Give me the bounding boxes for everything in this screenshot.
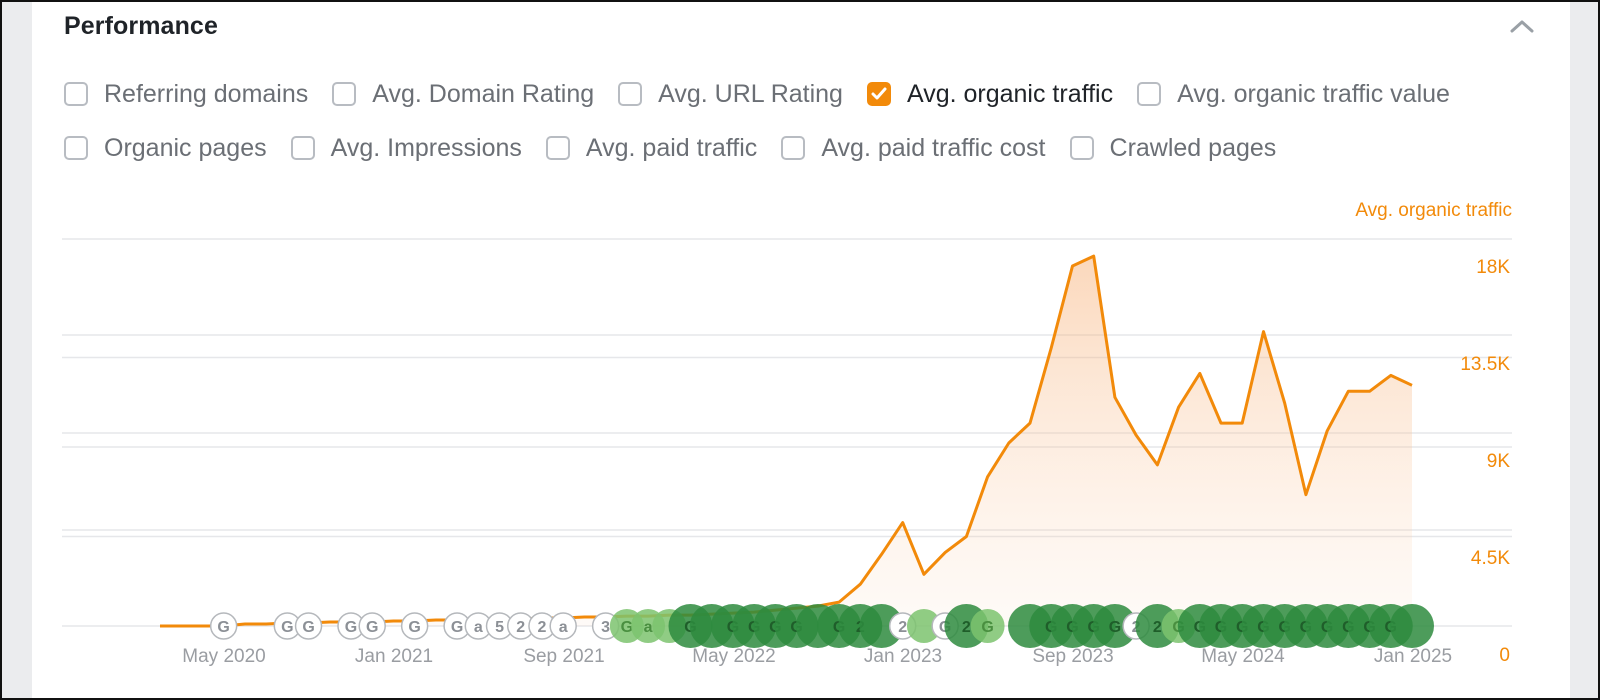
svg-text:G: G (302, 619, 314, 636)
svg-text:G: G (408, 619, 420, 636)
x-tick-label: May 2020 (182, 646, 266, 667)
collapse-button[interactable] (1508, 12, 1536, 40)
checkbox-avg-organic-traffic[interactable]: Avg. organic traffic (866, 79, 1114, 109)
checkbox-unchecked-icon[interactable] (781, 136, 806, 160)
checkbox-label: Crawled pages (1109, 133, 1277, 162)
event-marker[interactable]: G (970, 609, 1005, 643)
checkbox-unchecked-icon[interactable] (545, 136, 570, 160)
checkbox-label: Avg. paid traffic (585, 133, 758, 162)
x-tick-label: Jan 2021 (354, 646, 434, 667)
event-marker[interactable] (859, 604, 904, 648)
checkbox-label: Avg. organic traffic value (1177, 79, 1450, 108)
event-marker[interactable]: G (294, 612, 323, 640)
y-tick-label: 0 (1499, 645, 1510, 666)
traffic-chart[interactable]: GGGGGGGa522a3GaGGGGGG22G2GGGGG22GGGGGGGG… (32, 2, 1570, 698)
checkbox-avg-paid-traffic-cost[interactable]: Avg. paid traffic cost (781, 133, 1046, 163)
svg-text:G: G (621, 619, 633, 636)
svg-text:G: G (345, 619, 357, 636)
x-tick-label: Jan 2025 (1373, 646, 1453, 667)
checkbox-label: Avg. Domain Rating (372, 79, 595, 108)
checkbox-avg-impressions[interactable]: Avg. Impressions (290, 133, 522, 163)
svg-text:2: 2 (898, 619, 907, 636)
checkbox-unchecked-icon[interactable] (332, 82, 357, 106)
svg-text:2: 2 (538, 619, 547, 636)
checkbox-label: Referring domains (104, 79, 309, 108)
checkbox-organic-pages[interactable]: Organic pages (64, 134, 267, 163)
checkbox-label: Organic pages (104, 133, 267, 162)
svg-text:2: 2 (1153, 619, 1162, 636)
x-tick-label: May 2024 (1201, 646, 1285, 667)
checkbox-referring-domains[interactable]: Referring domains (64, 80, 308, 109)
svg-text:G: G (281, 619, 293, 636)
checkbox-unchecked-icon[interactable] (290, 136, 315, 160)
y-tick-label: 13.5K (1460, 354, 1510, 375)
svg-text:a: a (474, 619, 483, 636)
svg-text:a: a (559, 619, 568, 636)
event-marker[interactable]: a (549, 612, 577, 640)
x-tick-label: Jan 2023 (863, 646, 943, 667)
svg-text:2: 2 (516, 619, 525, 636)
checkbox-avg-domain-rating[interactable]: Avg. Domain Rating (332, 80, 594, 109)
svg-text:G: G (1109, 619, 1121, 636)
checkbox-unchecked-icon[interactable] (1069, 136, 1094, 160)
checkbox-label: Avg. Impressions (330, 133, 522, 162)
checkbox-unchecked-icon[interactable] (64, 82, 88, 106)
y-tick-label: 4.5K (1470, 548, 1510, 569)
metrics-row-1: Referring domains Avg. Domain Rating Avg. … (64, 74, 1450, 114)
event-marker[interactable]: G (337, 612, 365, 640)
checkbox-avg-paid-traffic[interactable]: Avg. paid traffic (545, 133, 758, 163)
event-marker[interactable] (1390, 604, 1434, 648)
svg-text:a: a (644, 619, 653, 636)
svg-text:G: G (366, 619, 378, 636)
event-marker[interactable]: G (273, 612, 302, 640)
checkbox-avg-url-rating[interactable]: Avg. URL Rating (618, 80, 843, 109)
svg-text:2: 2 (962, 619, 971, 636)
checkbox-label: Avg. organic traffic (906, 79, 1114, 108)
event-marker[interactable]: G (358, 612, 386, 640)
y-tick-label: 9K (1486, 451, 1510, 472)
svg-text:5: 5 (495, 619, 504, 636)
checkbox-unchecked-icon[interactable] (64, 136, 88, 160)
section-title: Performance (64, 12, 218, 40)
event-marker[interactable]: G (400, 612, 429, 640)
y-axis-title: Avg. organic traffic (1355, 200, 1512, 221)
event-marker[interactable] (906, 609, 941, 643)
checkbox-unchecked-icon[interactable] (618, 82, 643, 106)
checkbox-crawled-pages[interactable]: Crawled pages (1069, 133, 1277, 163)
checkbox-checked-icon[interactable] (866, 82, 891, 106)
svg-text:G: G (451, 619, 463, 636)
x-tick-label: May 2022 (692, 646, 776, 667)
x-tick-label: Sep 2023 (1032, 646, 1114, 667)
traffic-area (160, 256, 1412, 626)
svg-text:G: G (981, 619, 993, 636)
performance-card: Performance Referring domains Avg. Domain… (32, 2, 1570, 698)
checkbox-label: Avg. URL Rating (658, 79, 843, 108)
y-tick-label: 18K (1476, 257, 1510, 278)
chevron-up-icon (1510, 20, 1534, 33)
svg-text:G: G (217, 619, 229, 636)
checkbox-unchecked-icon[interactable] (1137, 82, 1162, 106)
metrics-row-2: Organic pages Avg. Impressions Avg. paid t… (64, 128, 1276, 168)
event-marker[interactable]: 2 (528, 612, 556, 640)
svg-text:3: 3 (601, 619, 610, 636)
checkmark-icon (871, 87, 887, 100)
x-tick-label: Sep 2021 (523, 646, 605, 667)
checkbox-avg-organic-traffic-value[interactable]: Avg. organic traffic value (1137, 80, 1450, 109)
event-marker[interactable]: G (209, 612, 238, 640)
event-marker[interactable]: G (1092, 604, 1137, 648)
checkbox-label: Avg. paid traffic cost (821, 133, 1046, 162)
